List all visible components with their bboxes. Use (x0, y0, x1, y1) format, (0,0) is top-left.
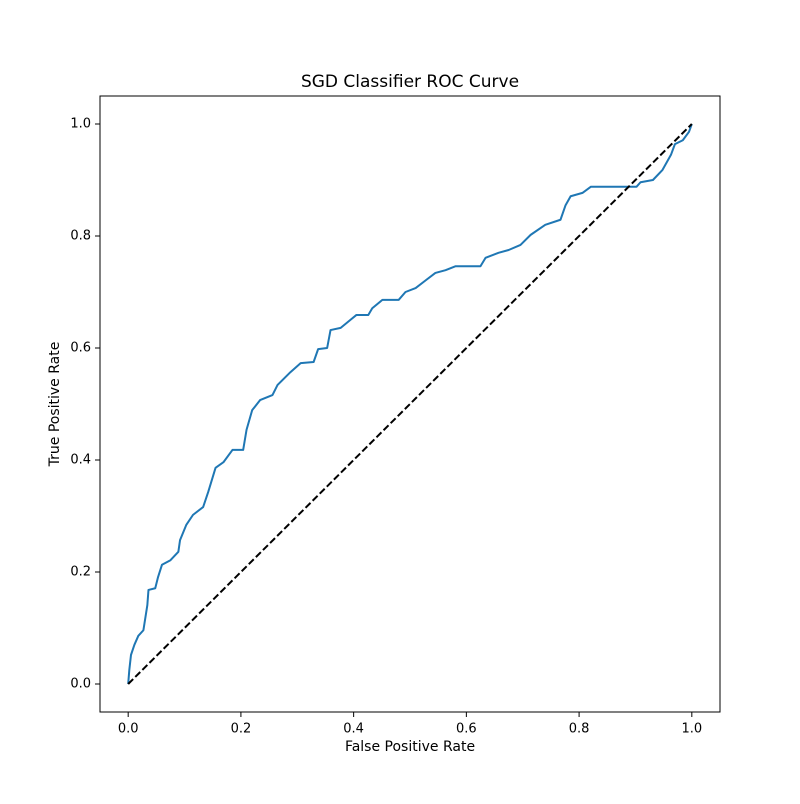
y-tick-label: 0.4 (70, 453, 91, 468)
x-axis-label: False Positive Rate (345, 739, 475, 755)
line-series (127, 123, 693, 685)
x-tick-label: 0.0 (118, 722, 139, 737)
x-tick-label: 0.8 (569, 722, 590, 737)
y-axis-label: True Positive Rate (47, 342, 63, 468)
x-tick-label: 0.6 (456, 722, 477, 737)
x-tick-label: 1.0 (681, 722, 702, 737)
x-tick-label: 0.2 (231, 722, 252, 737)
y-tick-label: 1.0 (70, 117, 91, 132)
y-tick-label: 0.6 (70, 341, 91, 356)
chart-title: SGD Classifier ROC Curve (301, 72, 519, 92)
line-series (127, 123, 693, 685)
plot-frame (99, 95, 721, 713)
y-tick-label: 0.2 (70, 565, 91, 580)
y-tick-label: 0.0 (70, 677, 91, 692)
y-tick-label: 0.8 (70, 229, 91, 244)
x-tick-label: 0.4 (343, 722, 364, 737)
